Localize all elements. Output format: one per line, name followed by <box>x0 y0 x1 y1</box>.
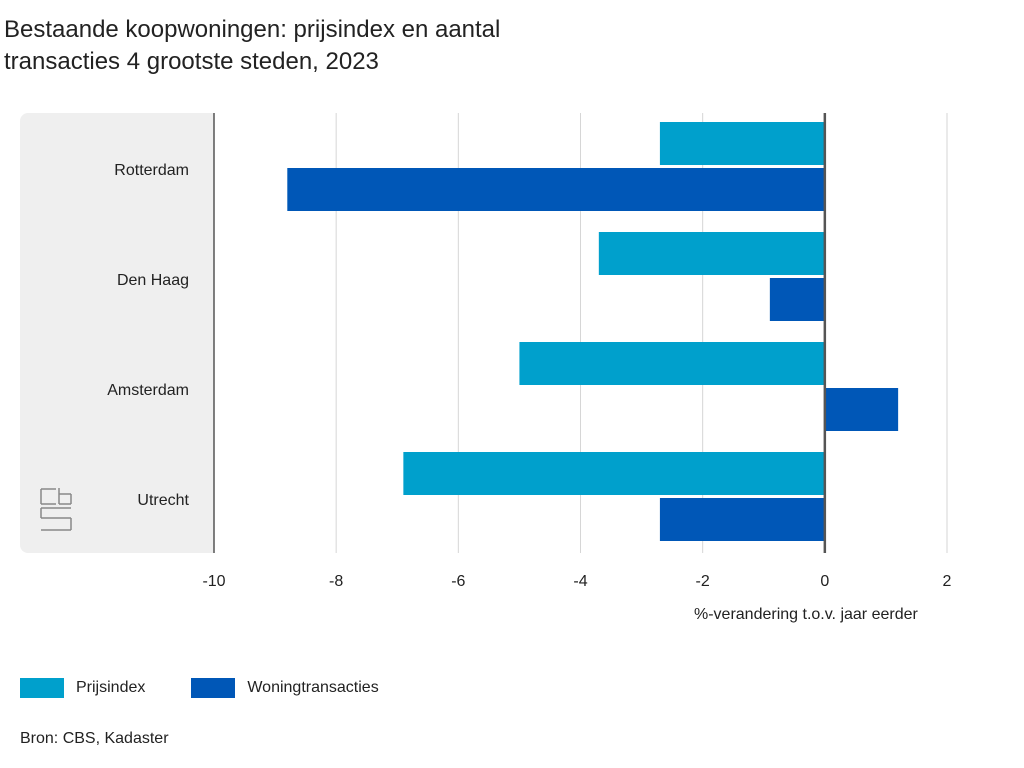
category-panel <box>20 113 214 553</box>
bar-prijsindex-utrecht <box>403 452 825 495</box>
category-label: Den Haag <box>117 272 189 289</box>
title-line-1: Bestaande koopwoningen: prijsindex en aa… <box>4 16 501 43</box>
chart-title: Bestaande koopwoningen: prijsindex en aa… <box>4 14 684 78</box>
legend-swatch <box>20 678 64 698</box>
x-tick-label: -4 <box>573 573 587 590</box>
x-tick-label: 0 <box>820 573 829 590</box>
x-tick-label: 2 <box>943 573 952 590</box>
category-label: Amsterdam <box>107 382 189 399</box>
bar-woningtransacties-amsterdam <box>824 388 899 431</box>
category-label: Rotterdam <box>114 162 189 179</box>
x-tick-label: -10 <box>202 573 225 590</box>
bar-prijsindex-rotterdam <box>659 122 825 165</box>
x-tick-label: -8 <box>329 573 343 590</box>
x-tick-label: -6 <box>451 573 465 590</box>
legend-label: Prijsindex <box>76 679 146 696</box>
legend-label: Woningtransacties <box>247 679 379 696</box>
cbs-logo-icon <box>40 488 72 531</box>
category-label: Utrecht <box>137 492 189 509</box>
bar-prijsindex-den-haag <box>598 232 825 275</box>
legend-item-woningtransacties: Woningtransacties <box>191 678 379 698</box>
title-line-2: transacties 4 grootste steden, 2023 <box>4 48 379 75</box>
x-tick-label: -2 <box>696 573 710 590</box>
legend-swatch <box>191 678 236 698</box>
source-note: Bron: CBS, Kadaster <box>20 730 169 747</box>
bar-woningtransacties-utrecht <box>659 498 825 541</box>
bar-prijsindex-amsterdam <box>519 342 825 385</box>
x-axis-label: %-verandering t.o.v. jaar eerder <box>694 606 918 623</box>
bar-woningtransacties-rotterdam <box>287 168 825 211</box>
legend: Prijsindex Woningtransacties <box>20 678 379 698</box>
legend-item-prijsindex: Prijsindex <box>20 678 145 698</box>
bar-woningtransacties-den-haag <box>769 278 825 321</box>
